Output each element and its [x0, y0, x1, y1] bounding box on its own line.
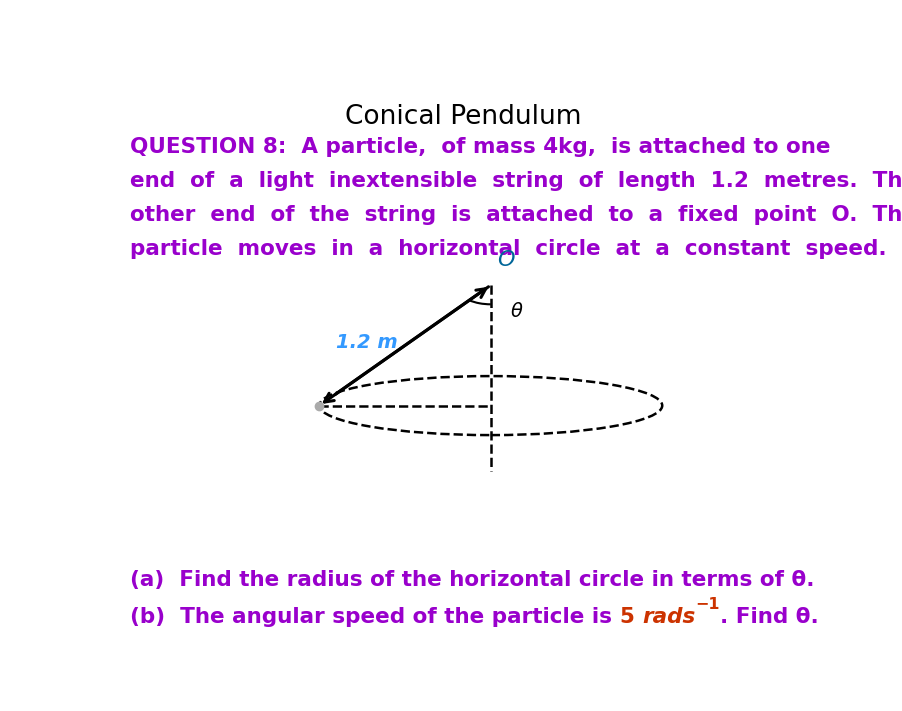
Text: 5: 5 [619, 607, 641, 627]
Text: O: O [497, 250, 514, 269]
Text: rads: rads [641, 607, 695, 627]
Text: end  of  a  light  inextensible  string  of  length  1.2  metres.  The: end of a light inextensible string of le… [130, 171, 902, 191]
Text: (a)  Find the radius of the horizontal circle in terms of θ.: (a) Find the radius of the horizontal ci… [130, 570, 814, 590]
Text: (b)  The angular speed of the particle is: (b) The angular speed of the particle is [130, 607, 619, 627]
Text: θ: θ [510, 302, 521, 321]
Text: other  end  of  the  string  is  attached  to  a  fixed  point  O.  The: other end of the string is attached to a… [130, 205, 902, 225]
Text: Conical Pendulum: Conical Pendulum [345, 105, 580, 131]
Text: −1: −1 [695, 597, 719, 612]
Text: particle  moves  in  a  horizontal  circle  at  a  constant  speed.: particle moves in a horizontal circle at… [130, 239, 886, 259]
Text: QUESTION 8:  A particle,  of mass 4kg,  is attached to one: QUESTION 8: A particle, of mass 4kg, is … [130, 137, 830, 157]
Text: 1.2 m: 1.2 m [336, 333, 397, 352]
Text: . Find θ.: . Find θ. [719, 607, 818, 627]
